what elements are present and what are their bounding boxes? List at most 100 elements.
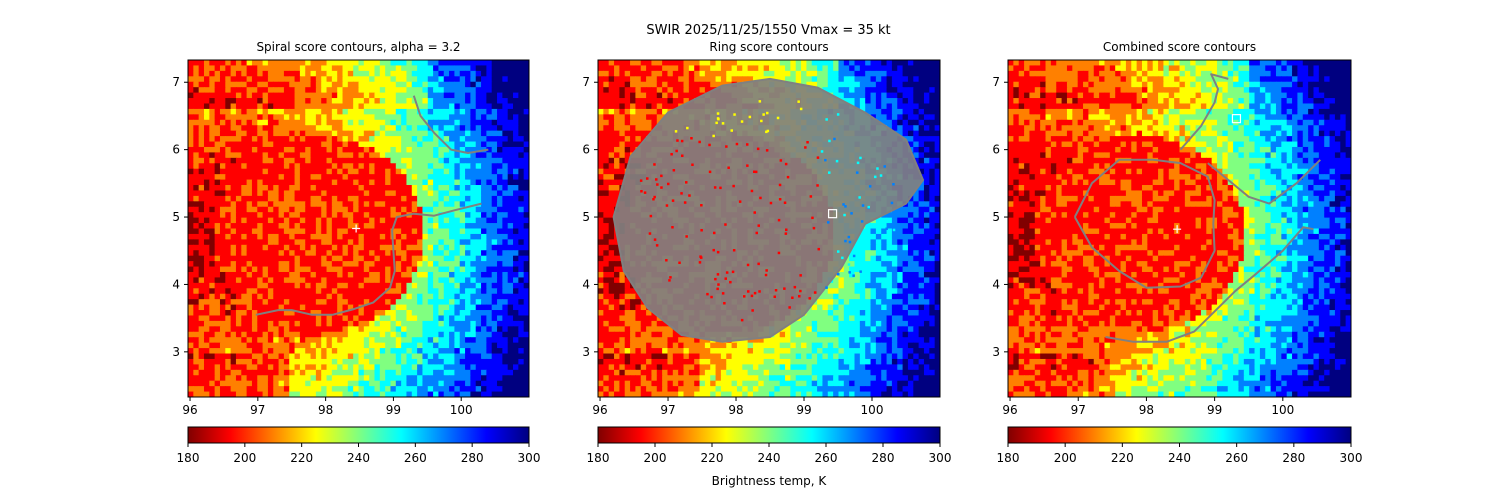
heatmap-cell <box>417 217 424 224</box>
heatmap-cell <box>342 114 349 121</box>
heatmap-cell <box>299 271 306 279</box>
heatmap-cell <box>273 185 280 192</box>
heatmap-cell <box>449 206 456 213</box>
heatmap-cell <box>507 353 514 360</box>
heatmap-cell <box>454 320 461 327</box>
heatmap-cell <box>918 136 925 143</box>
heatmap-cell <box>433 81 440 88</box>
heatmap-cell <box>273 65 280 72</box>
heatmap-cell <box>209 315 216 322</box>
heatmap-cell <box>465 146 471 154</box>
heatmap-cell <box>438 391 445 397</box>
heatmap-cell <box>331 103 338 110</box>
heatmap-cell <box>374 141 381 148</box>
heatmap-cell <box>225 266 232 273</box>
heatmap-cell <box>411 261 418 268</box>
heatmap-cell <box>353 60 360 67</box>
heatmap-cell <box>273 190 280 197</box>
heatmap-cell <box>363 114 370 121</box>
heatmap-cell <box>406 299 413 306</box>
heatmap-cell <box>321 375 328 382</box>
heatmap-cell <box>454 255 461 262</box>
heatmap-cell <box>257 81 264 88</box>
heatmap-cell <box>513 206 519 213</box>
heatmap-cell <box>267 386 274 393</box>
heatmap-cell <box>246 239 253 246</box>
heatmap-cell <box>598 76 604 83</box>
heatmap-cell <box>454 261 461 268</box>
heatmap-cell <box>225 179 232 186</box>
heatmap-cell <box>662 108 669 115</box>
heatmap-cell <box>379 293 386 300</box>
heatmap-cell <box>379 70 386 77</box>
heatmap-cell <box>337 65 344 72</box>
heatmap-cell <box>486 375 493 382</box>
heatmap-cell <box>465 375 471 382</box>
heatmap-cell <box>443 342 450 349</box>
heatmap-cell <box>523 60 529 67</box>
heatmap-cell <box>742 76 749 83</box>
heatmap-cell <box>422 353 429 360</box>
heatmap-cell <box>188 326 194 333</box>
heatmap-cell <box>465 201 471 208</box>
heatmap-cell <box>203 261 210 268</box>
heatmap-cell <box>459 81 466 88</box>
heatmap-cell <box>315 81 322 88</box>
heatmap-cell <box>513 195 519 202</box>
heatmap-cell <box>289 125 296 132</box>
heatmap-cell <box>886 76 893 83</box>
heatmap-cell <box>417 195 424 202</box>
heatmap-cell <box>358 288 365 295</box>
heatmap-cell <box>273 195 280 202</box>
heatmap-cell <box>875 76 882 83</box>
heatmap-cell <box>449 92 456 99</box>
heatmap-cell <box>246 331 253 338</box>
heatmap-cell <box>230 168 237 175</box>
heatmap-cell <box>459 98 466 105</box>
heatmap-cell <box>651 60 658 67</box>
heatmap-cell <box>854 103 861 110</box>
heatmap-cell <box>518 364 525 371</box>
heatmap-cell <box>294 157 301 164</box>
heatmap-cell <box>294 255 301 262</box>
heatmap-cell <box>241 255 248 262</box>
heatmap-cell <box>193 353 200 360</box>
heatmap-cell <box>188 157 194 164</box>
heatmap-cell <box>326 76 333 83</box>
heatmap-cell <box>459 320 466 327</box>
heatmap-cell <box>310 364 317 371</box>
heatmap-cell <box>363 244 370 251</box>
heatmap-cell <box>443 223 450 230</box>
heatmap-cell <box>278 141 285 148</box>
heatmap-cell <box>379 331 386 338</box>
heatmap-cell <box>470 369 477 376</box>
heatmap-cell <box>219 146 226 154</box>
heatmap-cell <box>470 261 477 268</box>
heatmap-cell <box>454 228 461 235</box>
heatmap-cell <box>315 65 322 72</box>
heatmap-cell <box>326 277 333 284</box>
heatmap-cell <box>523 250 529 257</box>
heatmap-cell <box>278 81 285 88</box>
heatmap-cell <box>294 152 301 159</box>
heatmap-cell <box>401 358 408 365</box>
heatmap-cell <box>209 331 216 338</box>
heatmap-cell <box>235 239 242 246</box>
heatmap-cell <box>475 206 482 213</box>
heatmap-cell <box>193 271 200 279</box>
heatmap-cell <box>475 60 482 67</box>
heatmap-cell <box>390 326 397 333</box>
heatmap-cell <box>486 174 493 181</box>
heatmap-cell <box>369 206 376 213</box>
heatmap-cell <box>225 255 232 262</box>
heatmap-cell <box>486 163 493 170</box>
heatmap-cell <box>630 119 636 126</box>
heatmap-cell <box>337 212 344 219</box>
heatmap-cell <box>241 299 248 306</box>
heatmap-cell <box>417 293 424 300</box>
heatmap-cell <box>257 179 264 186</box>
heatmap-cell <box>321 98 328 105</box>
heatmap-cell <box>326 391 333 397</box>
heatmap-cell <box>358 331 365 338</box>
heatmap-cell <box>795 60 802 67</box>
